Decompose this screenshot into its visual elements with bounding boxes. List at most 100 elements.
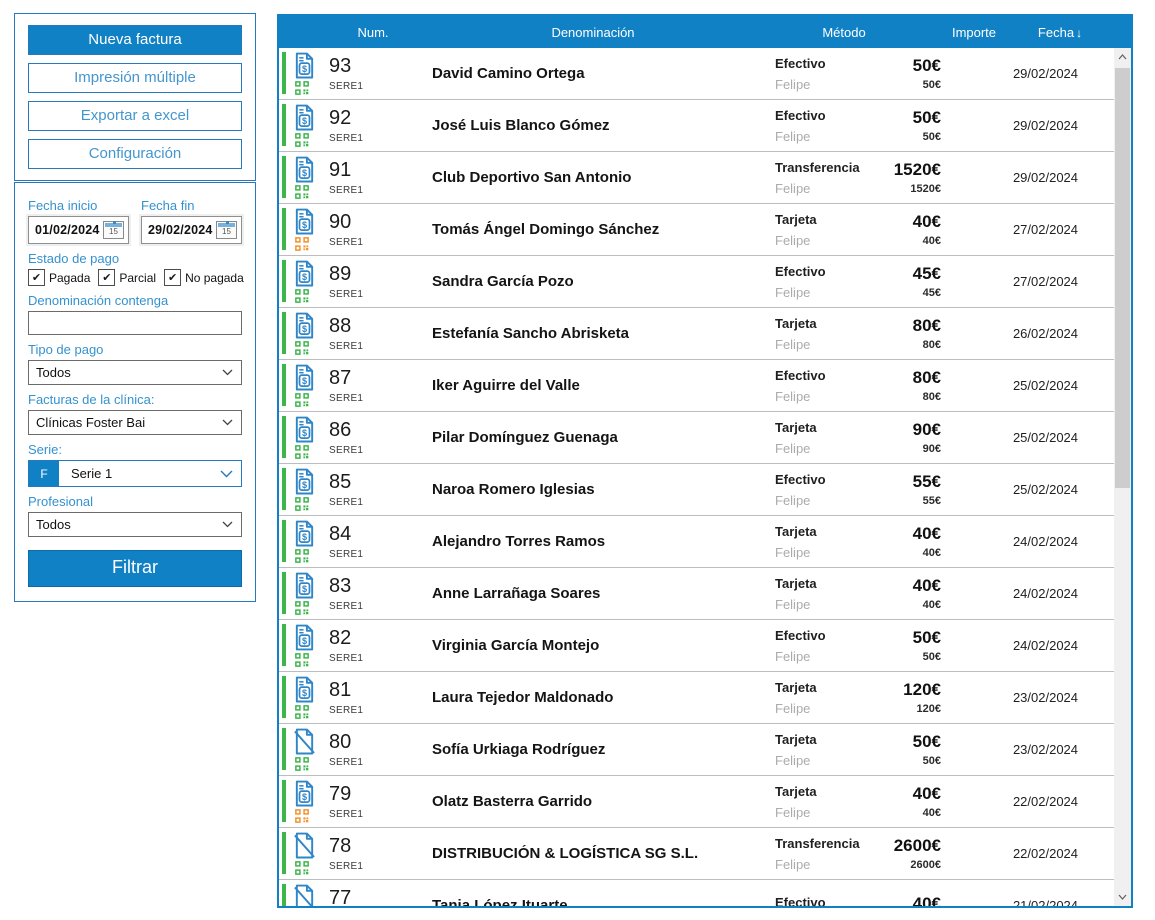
svg-text:$: $ xyxy=(302,688,307,698)
svg-text:$: $ xyxy=(302,64,307,74)
column-header-fecha[interactable]: Fecha↓ xyxy=(1029,25,1131,40)
invoice-document-icon: $ xyxy=(293,312,316,339)
amount-total: 50€ xyxy=(913,628,941,648)
column-header-importe[interactable]: Importe xyxy=(919,25,1029,40)
clinica-select[interactable]: Clínicas Foster Bai xyxy=(28,410,242,435)
fecha-inicio-datepicker[interactable]: 01/02/2024 15 xyxy=(28,216,129,244)
exportar-excel-button[interactable]: Exportar a excel xyxy=(28,101,242,131)
qr-code-icon xyxy=(295,81,309,95)
amount-paid: 50€ xyxy=(923,131,941,143)
payment-method: Tarjeta xyxy=(775,784,881,799)
serie-select[interactable]: F Serie 1 xyxy=(28,460,242,487)
qr-code-icon xyxy=(295,549,309,563)
invoice-series: SERE1 xyxy=(329,237,417,248)
table-row[interactable]: $ xyxy=(279,620,1114,672)
invoice-date: 23/02/2024 xyxy=(941,690,1114,705)
impresion-multiple-button[interactable]: Impresión múltiple xyxy=(28,63,242,93)
table-row[interactable]: $ xyxy=(279,48,1114,100)
svg-text:$: $ xyxy=(302,636,307,646)
amount-paid: 120€ xyxy=(917,703,941,715)
denominacion-input[interactable] xyxy=(28,311,242,335)
filtrar-button[interactable]: Filtrar xyxy=(28,550,242,587)
column-header-denominacion[interactable]: Denominación xyxy=(417,25,769,40)
table-row[interactable]: $ xyxy=(279,152,1114,204)
table-row[interactable]: $ xyxy=(279,412,1114,464)
invoice-series: SERE1 xyxy=(329,81,417,92)
tipo-de-pago-label: Tipo de pago xyxy=(28,342,242,357)
checkbox-parcial[interactable]: ✔ xyxy=(98,269,115,286)
clinica-value: Clínicas Foster Bai xyxy=(36,415,216,430)
invoice-number: 93 xyxy=(329,56,417,76)
invoice-series: SERE1 xyxy=(329,289,417,300)
row-status-bar xyxy=(282,624,286,666)
table-row[interactable]: $ xyxy=(279,880,1114,906)
invoice-number: 80 xyxy=(329,732,417,752)
svg-text:$: $ xyxy=(302,324,307,334)
invoice-document-icon: $ xyxy=(293,156,316,183)
svg-text:$: $ xyxy=(302,220,307,230)
vertical-scrollbar[interactable] xyxy=(1114,48,1131,906)
table-row[interactable]: $ xyxy=(279,100,1114,152)
table-row[interactable]: $ xyxy=(279,464,1114,516)
column-header-metodo[interactable]: Método xyxy=(769,25,919,40)
calendar-icon[interactable]: 15 xyxy=(103,221,124,239)
table-row[interactable]: $ xyxy=(279,308,1114,360)
table-row[interactable]: $ xyxy=(279,516,1114,568)
table-row[interactable]: $ xyxy=(279,724,1114,776)
payment-method: Tarjeta xyxy=(775,732,881,747)
table-row[interactable]: $ xyxy=(279,568,1114,620)
invoice-document-icon: $ xyxy=(293,728,316,755)
table-row[interactable]: $ xyxy=(279,256,1114,308)
svg-text:$: $ xyxy=(302,272,307,282)
invoice-series: SERE1 xyxy=(329,393,417,404)
row-status-bar xyxy=(282,780,286,822)
checkbox-pagada[interactable]: ✔ xyxy=(28,269,45,286)
row-status-bar xyxy=(282,156,286,198)
calendar-icon[interactable]: 15 xyxy=(216,221,237,239)
scroll-up-icon[interactable] xyxy=(1114,48,1131,66)
invoice-date: 29/02/2024 xyxy=(941,118,1114,133)
amount-total: 50€ xyxy=(913,56,941,76)
invoice-date: 24/02/2024 xyxy=(941,638,1114,653)
qr-code-icon xyxy=(295,653,309,667)
amount-total: 45€ xyxy=(913,264,941,284)
checkmark-icon: ✔ xyxy=(168,271,177,284)
profesional-label: Profesional xyxy=(28,494,242,509)
fecha-fin-datepicker[interactable]: 29/02/2024 15 xyxy=(141,216,242,244)
payment-method: Tarjeta xyxy=(775,524,881,539)
filter-panel: Fecha inicio 01/02/2024 15 Fecha fin 29/… xyxy=(14,182,256,602)
invoice-series: SERE1 xyxy=(329,133,417,144)
table-row[interactable]: $ xyxy=(279,828,1114,880)
qr-code-icon xyxy=(295,185,309,199)
invoice-name: Tania López Ituarte xyxy=(417,897,769,906)
profesional-select[interactable]: Todos xyxy=(28,512,242,537)
qr-code-icon xyxy=(295,705,309,719)
row-status-bar xyxy=(282,52,286,94)
svg-text:$: $ xyxy=(302,584,307,594)
amount-total: 1520€ xyxy=(894,160,941,180)
invoice-series: SERE1 xyxy=(329,861,417,872)
table-row[interactable]: $ xyxy=(279,672,1114,724)
configuracion-button[interactable]: Configuración xyxy=(28,139,242,169)
column-header-num[interactable]: Num. xyxy=(329,25,417,40)
table-row[interactable]: $ xyxy=(279,204,1114,256)
table-row[interactable]: $ xyxy=(279,776,1114,828)
qr-code-icon xyxy=(295,133,309,147)
invoice-date: 27/02/2024 xyxy=(941,222,1114,237)
nueva-factura-button[interactable]: Nueva factura xyxy=(28,25,242,55)
checkbox-no-pagada[interactable]: ✔ xyxy=(164,269,181,286)
invoice-number: 82 xyxy=(329,628,417,648)
invoice-name: Naroa Romero Iglesias xyxy=(417,481,769,498)
invoice-name: David Camino Ortega xyxy=(417,65,769,82)
scroll-down-icon[interactable] xyxy=(1114,888,1131,906)
amount-paid: 80€ xyxy=(923,339,941,351)
chevron-down-icon xyxy=(220,470,233,478)
checkbox-pagada-label: Pagada xyxy=(49,271,90,285)
invoice-name: Alejandro Torres Ramos xyxy=(417,533,769,550)
scrollbar-thumb[interactable] xyxy=(1115,68,1130,488)
amount-total: 55€ xyxy=(913,472,941,492)
tipo-de-pago-select[interactable]: Todos xyxy=(28,360,242,385)
invoice-number: 85 xyxy=(329,472,417,492)
amount-paid: 2600€ xyxy=(910,859,941,871)
table-row[interactable]: $ xyxy=(279,360,1114,412)
